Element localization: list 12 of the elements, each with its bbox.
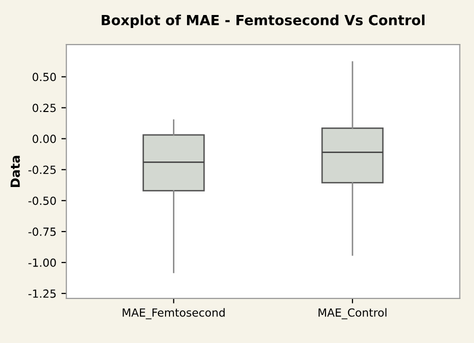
x-tick-label: MAE_Control — [318, 308, 386, 320]
y-tick-label: -0.50 — [28, 196, 56, 205]
x-tick-label: MAE_Femtosecond — [122, 308, 225, 320]
y-axis-title: Data — [10, 156, 20, 187]
y-tick-label: -1.25 — [28, 289, 56, 298]
y-tick-label: 0.50 — [32, 72, 56, 82]
y-tick-label: 0.00 — [32, 134, 56, 144]
chart-title: Boxplot of MAE - Femtosecond Vs Control — [102, 14, 424, 28]
y-tick-label: 0.25 — [32, 104, 56, 112]
y-tick-label: -0.75 — [28, 228, 56, 236]
y-tick-label: -1.00 — [28, 258, 56, 267]
y-tick-label: -0.25 — [28, 166, 56, 174]
